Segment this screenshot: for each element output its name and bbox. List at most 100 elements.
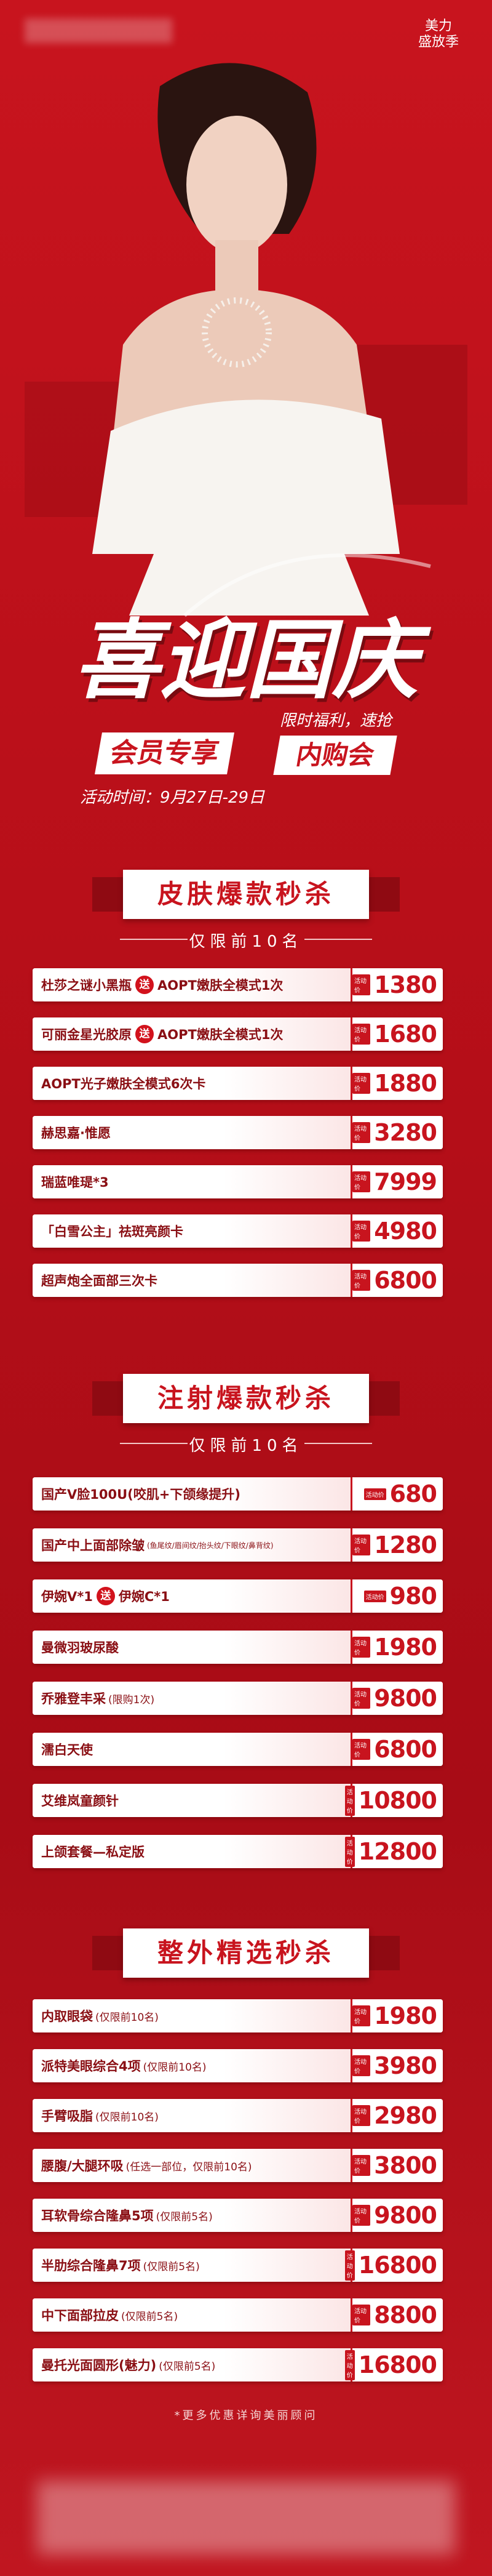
deal-name: 濡白天使 [33,1733,351,1766]
price-box: 活动价 3800 [351,2149,443,2182]
section-title: 皮肤爆款秒杀 [123,870,369,919]
divider [304,1443,372,1444]
section-subtitle: 仅限前10名 [189,933,303,951]
item-name: 伊婉V*1 [41,1589,93,1604]
price-tag: 活动价 [344,2250,355,2281]
price-box: 活动价 1680 [351,1017,443,1051]
gift-badge: 送 [135,976,154,994]
price-box: 活动价 1380 [351,968,443,1001]
price-box: 活动价 9800 [351,2199,443,2232]
price-box: 活动价 1980 [351,1631,443,1664]
brand-line: 盛放季 [418,34,459,50]
price-tag: 活动价 [352,1221,371,1242]
deal-name: 腰腹/大腿环吸 (任选一部位，仅限前10名) [33,2149,351,2182]
price: 1680 [374,1021,437,1048]
deal-row: 派特美眼综合4项 (仅限前10名) 活动价 3980 [33,2049,443,2082]
price-tag: 活动价 [352,1739,371,1760]
deal-name: AOPT光子嫩肤全模式6次卡 [33,1067,351,1100]
price-tag: 活动价 [363,1590,386,1602]
hero-art [25,63,467,617]
deal-row: 上颌套餐—私定版 活动价 12800 [33,1835,443,1868]
main-title: 喜迎国庆 [73,610,418,711]
gift-badge: 送 [135,1025,154,1043]
item-note: (仅限前10名) [95,2011,159,2024]
price-tag: 活动价 [352,1270,371,1291]
item-name: 上颌套餐—私定版 [41,1845,145,1860]
section-title: 注射爆款秒杀 [123,1374,369,1423]
price-box: 活动价 980 [351,1579,443,1613]
price: 10800 [358,1787,437,1814]
deal-name: 瑞蓝唯瑅*3 [33,1165,351,1198]
price-box: 活动价 1980 [351,1999,443,2032]
price-box: 活动价 2980 [351,2099,443,2132]
price: 8800 [374,2301,437,2329]
price-tag: 活动价 [352,2155,371,2176]
price: 16800 [358,2252,437,2279]
price-tag: 活动价 [352,1073,371,1094]
price-box: 活动价 16800 [344,2249,443,2282]
price-tag: 活动价 [352,2005,371,2026]
event-time: 活动时间：9月27日-29日 [80,788,265,807]
price: 4980 [374,1218,437,1245]
deal-name: 可丽金星光胶原送 AOPT嫩肤全模式1次 [33,1017,351,1051]
gift-item: AOPT嫩肤全模式1次 [157,1027,284,1042]
section-title: 整外精选秒杀 [123,1928,369,1978]
logo-blur [25,18,172,43]
item-name: 派特美眼综合4项 [41,2059,141,2074]
divider [120,939,188,940]
section-subtitle: 仅限前10名 [189,1437,303,1455]
deal-name: 半肋综合隆鼻7项 (仅限前5名) [33,2249,351,2282]
item-note: (仅限前5名) [156,2210,213,2223]
deal-row: 濡白天使 活动价 6800 [33,1733,443,1766]
deal-row: 赫思嘉·惟愿 活动价 3280 [33,1116,443,1149]
deal-name: 曼托光面圆形(魅力) (仅限前5名) [33,2348,351,2381]
price: 1380 [374,971,437,998]
price: 7999 [374,1168,437,1195]
gift-item: AOPT嫩肤全模式1次 [157,978,284,993]
address-blur [37,2481,455,2554]
deal-row: 国产中上面部除皱 (鱼尾纹/眉间纹/抬头纹/下眼纹/鼻背纹) 活动价 1280 [33,1528,443,1562]
item-note: (仅限前10名) [143,2061,207,2074]
item-name: 可丽金星光胶原 [41,1027,132,1042]
price: 1980 [374,1634,437,1661]
deal-row: 曼托光面圆形(魅力) (仅限前5名) 活动价 16800 [33,2348,443,2381]
deal-row: 曼微羽玻尿酸 活动价 1980 [33,1631,443,1664]
deal-row: AOPT光子嫩肤全模式6次卡 活动价 1880 [33,1067,443,1100]
price-tag: 活动价 [352,1171,371,1192]
item-note: (鱼尾纹/眉间纹/抬头纹/下眼纹/鼻背纹) [147,1541,274,1550]
price-box: 活动价 1280 [351,1528,443,1562]
price-tag: 活动价 [352,1535,371,1555]
deal-name: 派特美眼综合4项 (仅限前10名) [33,2049,351,2082]
deal-name: 国产V脸100U(咬肌+下颌缘提升) [33,1477,351,1511]
price: 9800 [374,1685,437,1712]
item-name: 内取眼袋 [41,2009,93,2024]
item-note: (仅限前10名) [95,2111,159,2124]
slogan: 限时福利，速抢 [280,712,392,730]
deal-name: 艾维岚童颜针 [33,1784,351,1817]
price: 3280 [374,1119,437,1146]
price-tag: 活动价 [352,1122,371,1143]
price-tag: 活动价 [352,2105,371,2126]
price-tag: 活动价 [352,2205,371,2226]
deal-row: 超声炮全面部三次卡 活动价 6800 [33,1264,443,1297]
item-name: 中下面部拉皮 [41,2308,119,2323]
price: 12800 [358,1838,437,1865]
price-box: 活动价 1880 [351,1067,443,1100]
item-name: 曼托光面圆形(魅力) [41,2358,157,2373]
price-box: 活动价 12800 [344,1835,443,1868]
price-tag: 活动价 [352,974,371,995]
item-note: (仅限前5名) [121,2310,178,2323]
deal-row: 「白雪公主」祛斑亮颜卡 活动价 4980 [33,1214,443,1248]
deal-name: 乔雅登丰采 (限购1次) [33,1682,351,1715]
deal-name: 耳软骨综合隆鼻5项 (仅限前5名) [33,2199,351,2232]
item-name: 赫思嘉·惟愿 [41,1126,111,1141]
item-name: 瑞蓝唯瑅*3 [41,1175,109,1190]
badge: 内购会 [273,736,397,775]
price: 980 [389,1583,437,1610]
price-tag: 活动价 [344,2349,355,2380]
price-box: 活动价 16800 [344,2348,443,2381]
price-tag: 活动价 [352,1024,371,1045]
price-box: 活动价 4980 [351,1214,443,1248]
deal-name: 杜莎之谜小黑瓶送 AOPT嫩肤全模式1次 [33,968,351,1001]
